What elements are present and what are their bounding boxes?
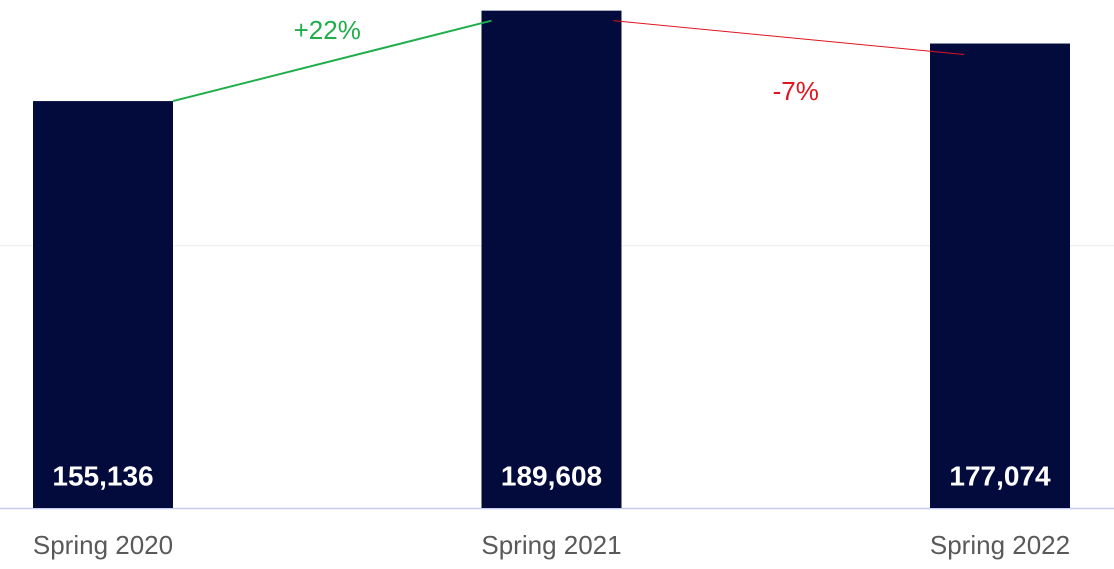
x-tick-label: Spring 2020 xyxy=(33,530,173,560)
value-label: 177,074 xyxy=(949,460,1051,491)
value-label: 189,608 xyxy=(501,460,602,491)
change-line xyxy=(613,20,965,56)
x-tick-label: Spring 2022 xyxy=(930,530,1070,560)
x-tick-label: Spring 2021 xyxy=(481,530,621,560)
change-label: +22% xyxy=(294,15,361,45)
bar xyxy=(33,101,173,508)
bar xyxy=(930,43,1070,508)
change-label: -7% xyxy=(773,76,819,106)
change-line xyxy=(172,19,492,103)
bar xyxy=(481,10,622,509)
value-label: 155,136 xyxy=(52,460,153,491)
